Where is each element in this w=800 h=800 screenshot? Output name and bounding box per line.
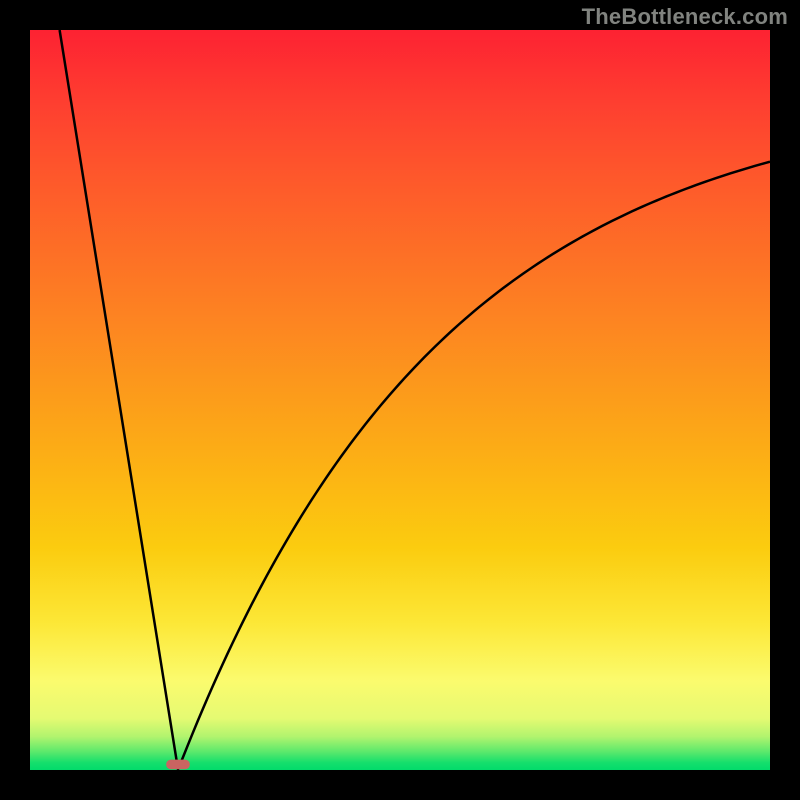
bottleneck-chart — [30, 30, 770, 770]
optimum-marker — [166, 760, 190, 770]
plot-area — [30, 30, 770, 770]
gradient-background — [30, 30, 770, 770]
chart-frame: TheBottleneck.com — [0, 0, 800, 800]
watermark-text: TheBottleneck.com — [582, 4, 788, 30]
